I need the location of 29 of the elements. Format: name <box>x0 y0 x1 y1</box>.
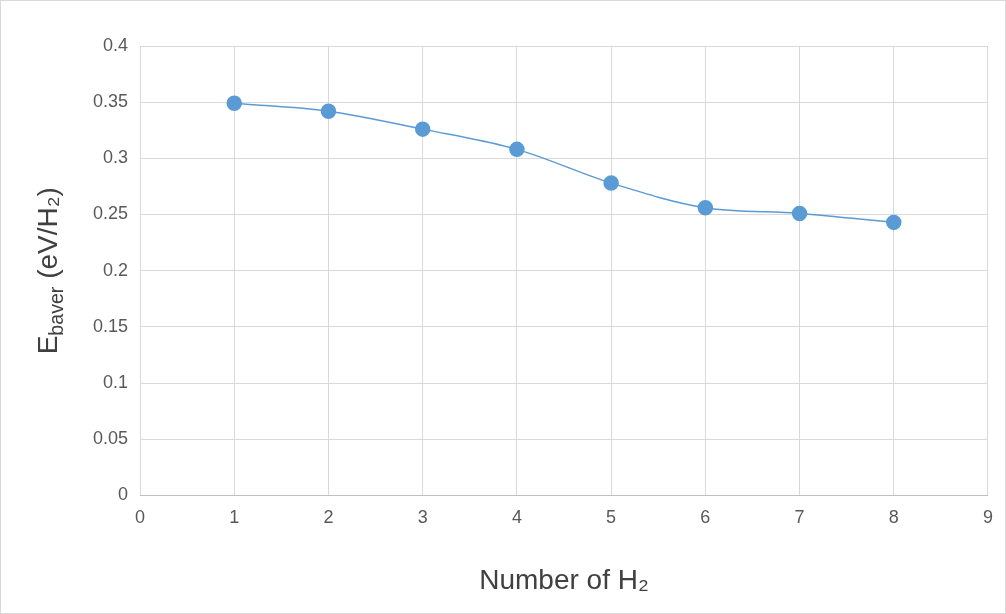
point <box>509 141 525 158</box>
y-tick-label: 0.15 <box>92 315 129 336</box>
x-tick-label: 0 <box>135 507 146 528</box>
y-tick-label: 0.25 <box>92 203 129 224</box>
x-tick-label: 3 <box>417 507 428 528</box>
x-tick-label: 2 <box>323 507 334 528</box>
y-axis-title: Ebaver (eV/H₂) <box>31 187 67 355</box>
x-tick-label: 4 <box>511 507 522 528</box>
point <box>226 95 242 112</box>
y-tick-label: 0.4 <box>103 34 129 55</box>
x-tick-label: 6 <box>700 507 711 528</box>
point <box>697 200 714 216</box>
x-axis-title: Number of H₂ <box>479 563 649 595</box>
y-tick-label: 0.2 <box>103 259 129 280</box>
y-tick-label: 0.05 <box>92 428 129 449</box>
point <box>414 121 431 137</box>
x-tick-label: 7 <box>794 507 805 528</box>
y-tick-label: 0.3 <box>103 147 129 168</box>
point <box>791 205 808 222</box>
y-tick-label: 0 <box>118 484 129 505</box>
point <box>886 214 902 231</box>
x-tick-label: 8 <box>888 507 899 528</box>
point <box>320 103 337 119</box>
x-tick-label: 9 <box>982 507 993 528</box>
y-tick-label: 0.35 <box>92 91 129 112</box>
x-tick-label: 1 <box>229 507 240 528</box>
point <box>603 175 619 191</box>
x-tick-label: 5 <box>606 507 617 528</box>
y-tick-label: 0.1 <box>103 372 129 393</box>
